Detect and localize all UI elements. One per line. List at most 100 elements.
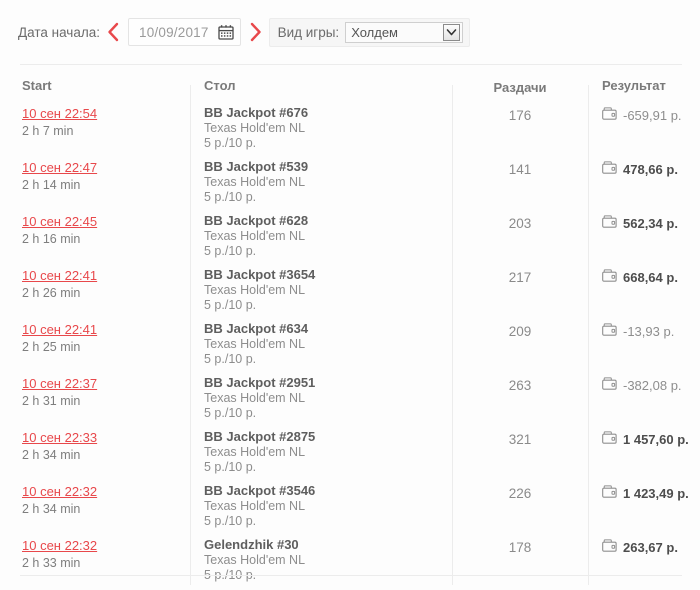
- column-divider-3: [588, 85, 589, 585]
- table-row: 10 сен 22:37 2 h 31 min BB Jackpot #2951 Te…: [20, 371, 682, 425]
- cell-hands: 176: [452, 105, 588, 125]
- session-duration: 2 h 34 min: [22, 448, 81, 462]
- wallet-icon: [602, 215, 617, 233]
- table-stakes: 5 р./10 р.: [204, 136, 257, 150]
- session-duration: 2 h 34 min: [22, 502, 81, 516]
- wallet-icon: [602, 539, 617, 557]
- chevron-down-icon[interactable]: [443, 23, 461, 41]
- result-amount: -13,93 р.: [623, 324, 675, 339]
- cell-start: 10 сен 22:54 2 h 7 min: [20, 105, 190, 139]
- result-amount: 263,67 р.: [623, 540, 678, 555]
- session-start-link[interactable]: 10 сен 22:37: [22, 376, 98, 391]
- cell-start: 10 сен 22:45 2 h 16 min: [20, 213, 190, 247]
- table-name: BB Jackpot #676: [204, 105, 309, 120]
- chevron-left-icon[interactable]: [104, 19, 122, 45]
- table-name: BB Jackpot #3546: [204, 483, 316, 498]
- cell-table: BB Jackpot #634 Texas Hold'em NL 5 р./10 р…: [190, 321, 452, 367]
- cell-hands: 203: [452, 213, 588, 233]
- hands-count: 178: [508, 540, 532, 555]
- cell-table: BB Jackpot #3546 Texas Hold'em NL 5 р./10 …: [190, 483, 452, 529]
- table-name: BB Jackpot #2875: [204, 429, 316, 444]
- cell-table: BB Jackpot #676 Texas Hold'em NL 5 р./10 р…: [190, 105, 452, 151]
- wallet-icon: [602, 485, 617, 503]
- hands-count: 203: [508, 216, 532, 231]
- result-amount: 1 457,60 р.: [623, 432, 689, 447]
- chevron-right-icon[interactable]: [247, 19, 265, 45]
- result-amount: 1 423,49 р.: [623, 486, 689, 501]
- table-game-type: Texas Hold'em NL: [204, 445, 306, 459]
- hands-count: 176: [508, 108, 532, 123]
- hands-count: 209: [508, 324, 532, 339]
- table-game-type: Texas Hold'em NL: [204, 121, 306, 135]
- cell-table: BB Jackpot #3654 Texas Hold'em NL 5 р./10 …: [190, 267, 452, 313]
- column-header-start: Start: [22, 78, 52, 93]
- cell-start: 10 сен 22:41 2 h 25 min: [20, 321, 190, 355]
- session-duration: 2 h 26 min: [22, 286, 81, 300]
- cell-hands: 321: [452, 429, 588, 449]
- session-duration: 2 h 25 min: [22, 340, 81, 354]
- table-name: Gelendzhik #30: [204, 537, 299, 552]
- cell-hands: 217: [452, 267, 588, 287]
- cell-table: BB Jackpot #2875 Texas Hold'em NL 5 р./10 …: [190, 429, 452, 475]
- session-start-link[interactable]: 10 сен 22:32: [22, 484, 98, 499]
- session-start-link[interactable]: 10 сен 22:41: [22, 322, 98, 337]
- session-start-link[interactable]: 10 сен 22:32: [22, 538, 98, 553]
- cell-result: 668,64 р.: [588, 267, 682, 287]
- game-type-select[interactable]: Холдем: [345, 21, 464, 43]
- hands-count: 263: [508, 378, 532, 393]
- table-game-type: Texas Hold'em NL: [204, 337, 306, 351]
- cell-result: 1 457,60 р.: [588, 429, 689, 449]
- table-name: BB Jackpot #628: [204, 213, 309, 228]
- cell-result: -13,93 р.: [588, 321, 682, 341]
- cell-start: 10 сен 22:33 2 h 34 min: [20, 429, 190, 463]
- session-start-link[interactable]: 10 сен 22:41: [22, 268, 98, 283]
- cell-table: Gelendzhik #30 Texas Hold'em NL 5 р./10 р.: [190, 537, 452, 583]
- cell-result: 478,66 р.: [588, 159, 682, 179]
- session-start-link[interactable]: 10 сен 22:45: [22, 214, 98, 229]
- start-date-input[interactable]: 10/09/2017: [128, 18, 241, 46]
- column-header-result: Результат: [602, 78, 666, 93]
- cell-hands: 141: [452, 159, 588, 179]
- column-header-table: Стол: [204, 78, 236, 93]
- result-amount: -382,08 р.: [623, 378, 682, 393]
- session-start-link[interactable]: 10 сен 22:47: [22, 160, 98, 175]
- table-row: 10 сен 22:41 2 h 25 min BB Jackpot #634 Tex…: [20, 317, 682, 371]
- table-row: 10 сен 22:33 2 h 34 min BB Jackpot #2875 Te…: [20, 425, 689, 479]
- session-duration: 2 h 33 min: [22, 556, 81, 570]
- calendar-icon[interactable]: [217, 24, 234, 40]
- session-start-link[interactable]: 10 сен 22:54: [22, 106, 98, 121]
- table-game-type: Texas Hold'em NL: [204, 175, 306, 189]
- hands-count: 217: [508, 270, 532, 285]
- result-amount: 478,66 р.: [623, 162, 678, 177]
- cell-start: 10 сен 22:32 2 h 34 min: [20, 483, 190, 517]
- session-start-link[interactable]: 10 сен 22:33: [22, 430, 98, 445]
- cell-hands: 178: [452, 537, 588, 557]
- cell-table: BB Jackpot #628 Texas Hold'em NL 5 р./10 р…: [190, 213, 452, 259]
- cell-start: 10 сен 22:47 2 h 14 min: [20, 159, 190, 193]
- table-name: BB Jackpot #634: [204, 321, 309, 336]
- wallet-icon: [602, 107, 617, 125]
- table-stakes: 5 р./10 р.: [204, 190, 257, 204]
- table-stakes: 5 р./10 р.: [204, 244, 257, 258]
- game-type-value: Холдем: [351, 24, 398, 40]
- filter-toolbar: Дата начала: 10/09/2017: [0, 0, 700, 64]
- table-bottom-divider: [20, 575, 682, 576]
- table-row: 10 сен 22:32 2 h 33 min Gelendzhik #30 Texa…: [20, 533, 682, 587]
- table-row: 10 сен 22:41 2 h 26 min BB Jackpot #3654 Te…: [20, 263, 682, 317]
- table-header-row: Start Стол Раздачи Результат: [20, 65, 682, 101]
- session-duration: 2 h 7 min: [22, 124, 74, 138]
- column-divider-1: [190, 85, 191, 585]
- cell-start: 10 сен 22:37 2 h 31 min: [20, 375, 190, 409]
- wallet-icon: [602, 161, 617, 179]
- session-duration: 2 h 31 min: [22, 394, 81, 408]
- start-date-value: 10/09/2017: [139, 24, 209, 40]
- result-amount: -659,91 р.: [623, 108, 682, 123]
- table-row: 10 сен 22:54 2 h 7 min BB Jackpot #676 Texa…: [20, 101, 682, 155]
- cell-table: BB Jackpot #539 Texas Hold'em NL 5 р./10 р…: [190, 159, 452, 205]
- game-type-label: Вид игры:: [277, 24, 340, 40]
- hands-count: 226: [508, 486, 532, 501]
- table-stakes: 5 р./10 р.: [204, 406, 257, 420]
- wallet-icon: [602, 323, 617, 341]
- cell-result: -659,91 р.: [588, 105, 682, 125]
